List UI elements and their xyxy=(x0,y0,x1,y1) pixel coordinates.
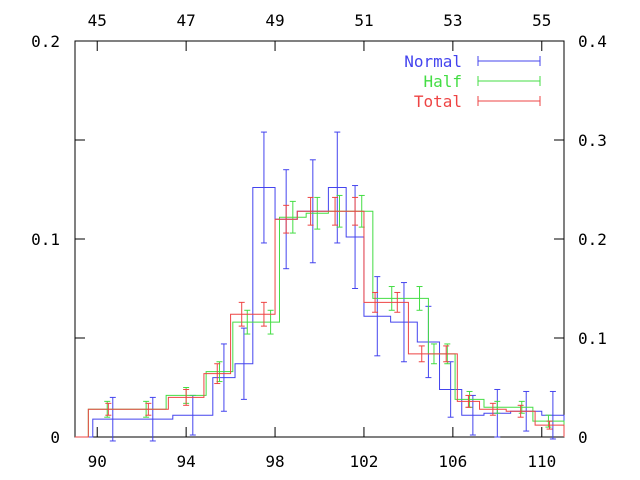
x-tick-label: 94 xyxy=(177,452,196,471)
x-tick-label: 106 xyxy=(438,452,467,471)
legend-label: Total xyxy=(414,92,462,111)
right-y-tick-label: 0.2 xyxy=(578,230,607,249)
legend-label: Normal xyxy=(404,52,462,71)
histogram-step-line xyxy=(75,210,565,438)
series-total xyxy=(75,196,565,438)
series-half xyxy=(75,194,565,438)
right-y-tick-label: 0.4 xyxy=(578,32,607,51)
top-x-tick-label: 55 xyxy=(532,11,551,30)
plot-frame xyxy=(74,40,565,438)
right-y-tick-label: 0 xyxy=(578,428,588,447)
histogram-series-layer xyxy=(75,131,565,442)
x-tick-label: 90 xyxy=(88,452,107,471)
top-x-tick-label: 51 xyxy=(354,11,373,30)
y-tick-label: 0.2 xyxy=(31,32,60,51)
right-y-tick-label: 0.3 xyxy=(578,131,607,150)
y-tick-label: 0 xyxy=(50,428,60,447)
top-x-tick-label: 45 xyxy=(88,11,107,30)
top-x-tick-label: 49 xyxy=(265,11,284,30)
series-normal xyxy=(75,131,565,442)
axis-tick-labels: 90 94 98 102 106 110 45 47 49 51 53 55 0 0.1 0.2 0 0.1 0.… xyxy=(31,11,607,471)
histogram-step-line xyxy=(75,187,565,438)
top-x-tick-label: 47 xyxy=(177,11,196,30)
axis-ticks xyxy=(75,40,564,438)
y-tick-label: 0.1 xyxy=(31,230,60,249)
x-tick-label: 102 xyxy=(350,452,379,471)
top-x-tick-label: 53 xyxy=(443,11,462,30)
x-tick-label: 98 xyxy=(265,452,284,471)
right-y-tick-label: 0.1 xyxy=(578,329,607,348)
legend-label: Half xyxy=(423,72,462,91)
x-tick-label: 110 xyxy=(527,452,556,471)
